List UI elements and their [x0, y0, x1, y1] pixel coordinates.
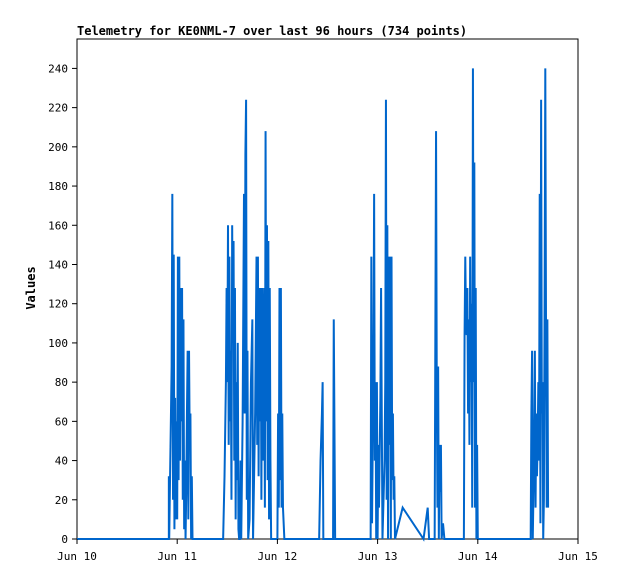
y-tick-label: 40: [55, 455, 68, 468]
chart-title: Telemetry for KE0NML-7 over last 96 hour…: [77, 24, 467, 38]
y-tick-label: 120: [48, 298, 68, 311]
y-tick-label: 0: [61, 533, 68, 546]
x-tick-label: Jun 13: [358, 550, 398, 563]
y-tick-label: 80: [55, 376, 68, 389]
y-tick-label: 200: [48, 141, 68, 154]
y-tick-label: 240: [48, 62, 68, 75]
plot-area: [76, 38, 579, 540]
x-tick-label: Jun 15: [558, 550, 598, 563]
y-axis: 0 20 40 60 80 100 120 140 160 180 200 220 240: [48, 62, 77, 546]
x-axis: Jun 10 Jun 11 Jun 12 Jun 13 Jun 14 Jun 15: [57, 539, 598, 563]
x-tick-label: Jun 14: [458, 550, 498, 563]
y-tick-label: 180: [48, 180, 68, 193]
y-tick-label: 140: [48, 258, 68, 271]
x-tick-label: Jun 11: [157, 550, 197, 563]
y-axis-label: Values: [24, 266, 38, 309]
x-tick-label: Jun 12: [258, 550, 298, 563]
y-tick-label: 100: [48, 337, 68, 350]
plot-frame: [76, 38, 579, 540]
series-line-0: [77, 68, 550, 542]
y-tick-label: 60: [55, 415, 68, 428]
y-tick-label: 20: [55, 494, 68, 507]
y-tick-label: 220: [48, 102, 68, 115]
x-tick-label: Jun 10: [57, 550, 97, 563]
series-layer: [77, 68, 550, 542]
y-tick-label: 160: [48, 219, 68, 232]
